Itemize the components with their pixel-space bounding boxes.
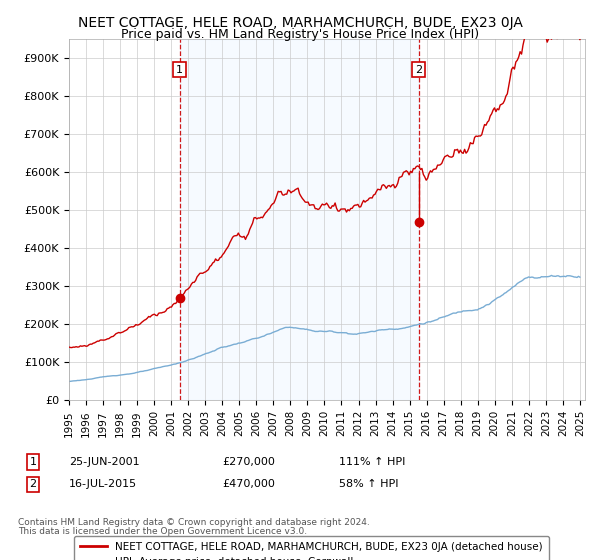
Text: 2: 2 (415, 64, 422, 74)
Text: 1: 1 (176, 64, 183, 74)
Legend: NEET COTTAGE, HELE ROAD, MARHAMCHURCH, BUDE, EX23 0JA (detached house), HPI: Ave: NEET COTTAGE, HELE ROAD, MARHAMCHURCH, B… (74, 536, 549, 560)
Text: Price paid vs. HM Land Registry's House Price Index (HPI): Price paid vs. HM Land Registry's House … (121, 28, 479, 41)
Text: This data is licensed under the Open Government Licence v3.0.: This data is licensed under the Open Gov… (18, 528, 307, 536)
Text: £470,000: £470,000 (222, 479, 275, 489)
Text: 2: 2 (29, 479, 37, 489)
Text: 111% ↑ HPI: 111% ↑ HPI (339, 457, 406, 467)
Text: 16-JUL-2015: 16-JUL-2015 (69, 479, 137, 489)
Text: Contains HM Land Registry data © Crown copyright and database right 2024.: Contains HM Land Registry data © Crown c… (18, 518, 370, 527)
Bar (179, 39, 419, 400)
Text: 58% ↑ HPI: 58% ↑ HPI (339, 479, 398, 489)
Text: NEET COTTAGE, HELE ROAD, MARHAMCHURCH, BUDE, EX23 0JA: NEET COTTAGE, HELE ROAD, MARHAMCHURCH, B… (77, 16, 523, 30)
Text: £270,000: £270,000 (222, 457, 275, 467)
Text: 1: 1 (29, 457, 37, 467)
Text: 25-JUN-2001: 25-JUN-2001 (69, 457, 140, 467)
